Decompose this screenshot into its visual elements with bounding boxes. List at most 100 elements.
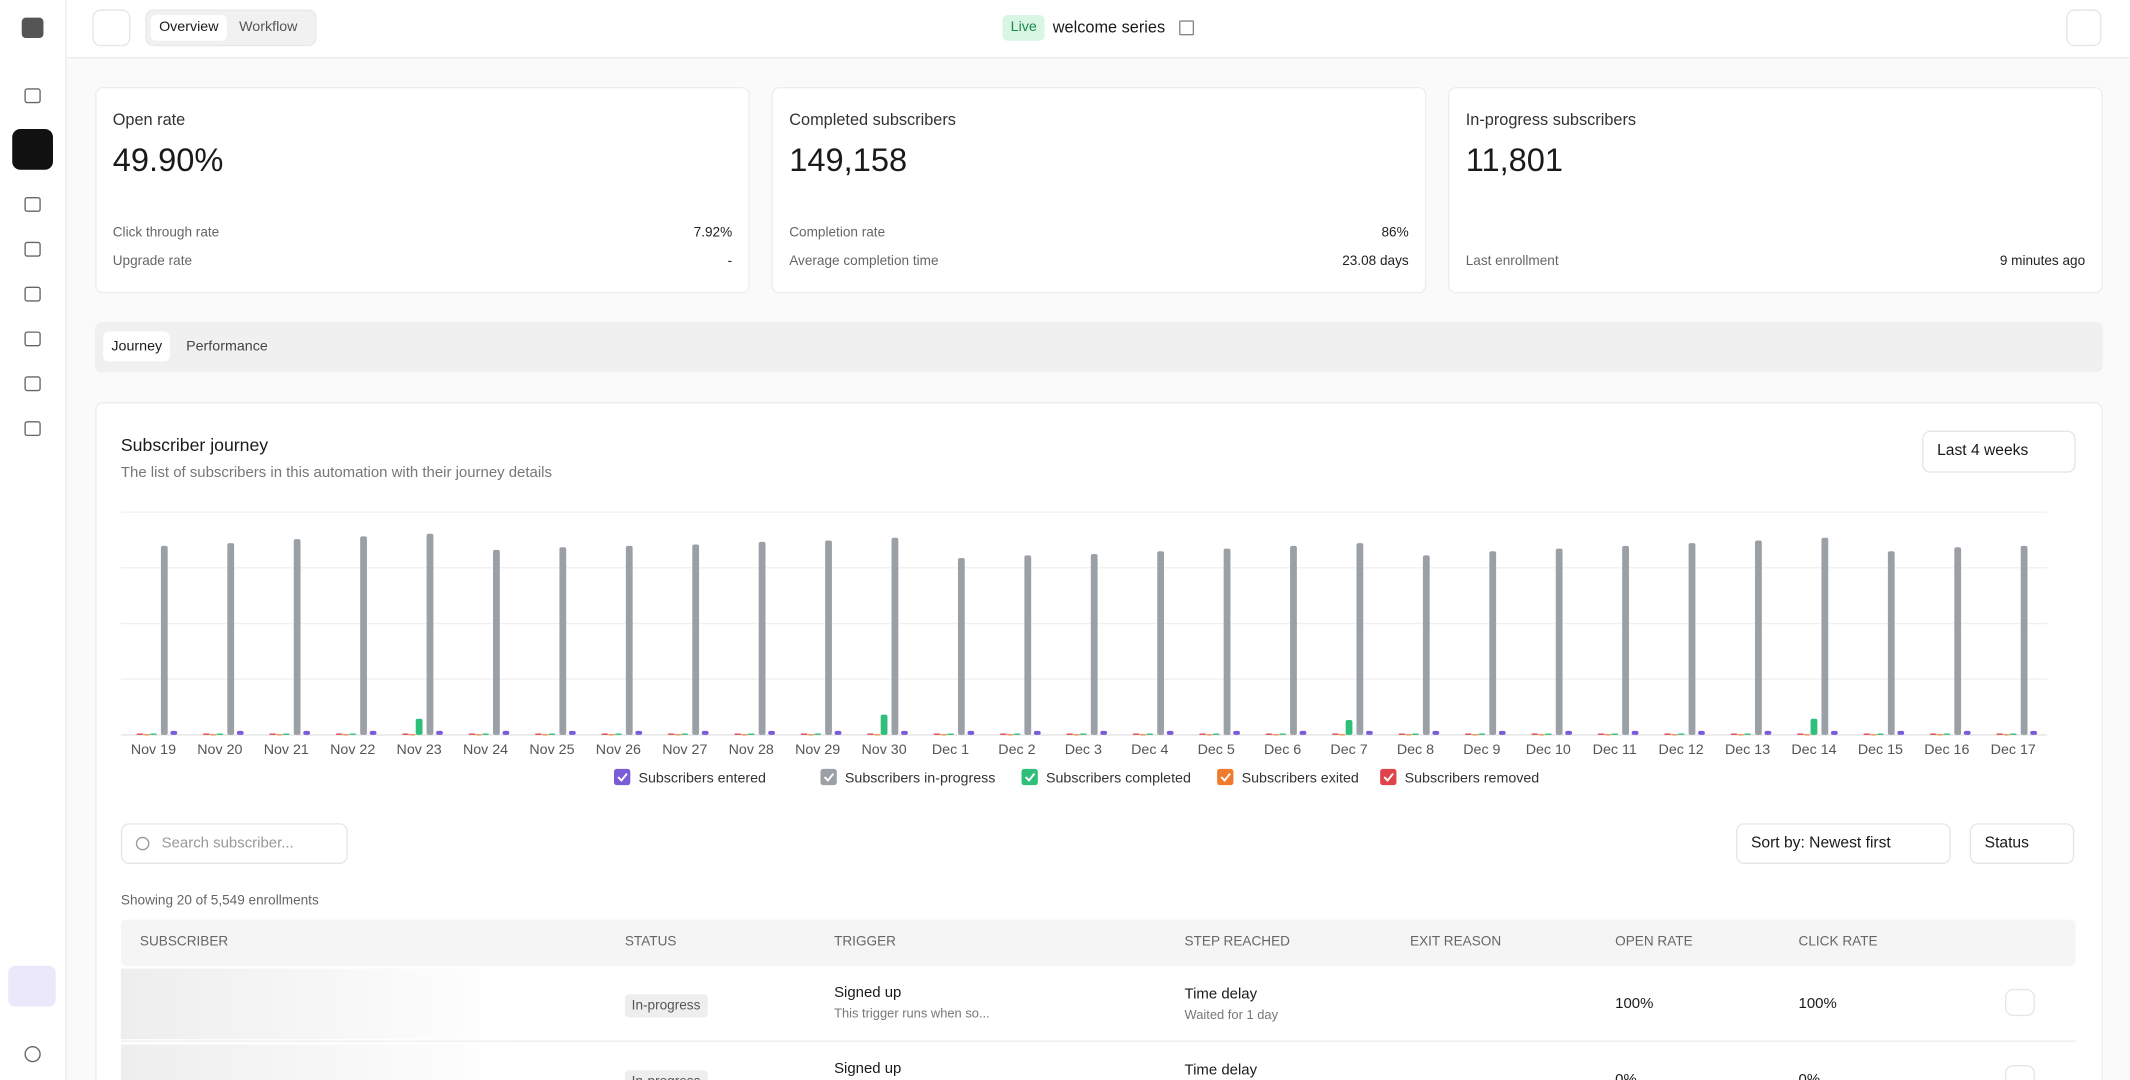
bar <box>1764 730 1772 735</box>
bar <box>901 730 908 735</box>
bar <box>635 730 643 735</box>
bar <box>1810 718 1818 735</box>
nav-icon[interactable] <box>24 421 41 437</box>
nav-icon[interactable] <box>24 196 41 212</box>
bar <box>947 733 954 735</box>
bar <box>1412 733 1419 735</box>
edit-icon[interactable] <box>1179 20 1195 36</box>
tab-active[interactable]: Journey <box>103 331 171 362</box>
bar <box>1223 548 1231 735</box>
tab[interactable]: Workflow <box>239 19 298 36</box>
bar <box>236 730 244 735</box>
bar <box>143 734 151 736</box>
view-tabs: Overview Workflow <box>145 9 317 47</box>
bar <box>1166 730 1174 735</box>
status-filter-label: Status <box>1984 835 2029 852</box>
bar <box>1611 733 1619 735</box>
bar <box>1830 730 1838 735</box>
nav-icon[interactable] <box>24 376 41 392</box>
bar <box>293 539 301 735</box>
row-menu[interactable] <box>2005 988 2035 1017</box>
bar <box>202 733 210 735</box>
bar <box>482 733 489 735</box>
bar <box>1024 555 1032 735</box>
back-button[interactable] <box>92 9 131 47</box>
nav-icon-active[interactable] <box>12 129 53 170</box>
bar <box>1870 734 1878 736</box>
bar <box>681 733 689 735</box>
bar <box>1139 734 1147 736</box>
bar <box>1033 730 1041 735</box>
bar <box>1345 720 1353 735</box>
section-title: Subscriber journey <box>120 434 269 456</box>
bar <box>625 545 633 735</box>
bar <box>1887 551 1895 735</box>
bar <box>1863 733 1871 735</box>
top-bar: Overview Workflow Live welcome series <box>66 0 2130 59</box>
subscriber-blurred <box>120 1044 515 1080</box>
bar <box>1737 734 1745 736</box>
range-dropdown[interactable]: Last 4 weeks <box>1922 430 2076 473</box>
bar <box>335 733 343 735</box>
settings-icon[interactable] <box>24 1045 41 1063</box>
nav-icon[interactable] <box>24 88 41 104</box>
sort-dropdown[interactable]: Sort by: Newest first <box>1736 823 1951 864</box>
bar <box>1489 551 1497 735</box>
status-badge: In-progress <box>624 1070 708 1080</box>
bar <box>734 733 742 735</box>
column-header: EXIT REASON <box>1410 934 1502 950</box>
bar <box>834 730 842 735</box>
nav-icon-plan[interactable] <box>8 965 56 1007</box>
bar <box>1290 545 1297 735</box>
tab[interactable]: Performance <box>186 338 268 355</box>
column-header: TRIGGER <box>834 934 896 950</box>
more-button[interactable] <box>2066 9 2102 47</box>
bar <box>1464 733 1472 735</box>
kpi-detail: Upgrade rate - <box>113 254 732 269</box>
bar <box>2003 734 2010 736</box>
bar <box>227 543 235 735</box>
bar <box>1299 730 1307 735</box>
bar <box>1090 553 1098 735</box>
x-tick-label: Dec 7 <box>1330 742 1367 758</box>
x-tick-label: Dec 4 <box>1131 742 1168 758</box>
x-tick-label: Nov 30 <box>861 742 906 758</box>
subscriber-blurred <box>120 968 515 1040</box>
x-tick-label: Nov 26 <box>596 742 641 758</box>
legend-label: Subscribers exited <box>1242 770 1359 786</box>
tab-active[interactable]: Overview <box>150 14 227 41</box>
nav-icon[interactable] <box>24 286 41 302</box>
x-tick-label: Nov 22 <box>330 742 375 758</box>
section-tabs: Journey Performance <box>95 321 2103 373</box>
bar <box>1538 734 1545 736</box>
bar <box>747 733 755 735</box>
legend-check <box>1383 773 1394 782</box>
legend-label: Subscribers removed <box>1405 770 1540 786</box>
journey-card: Subscriber journey The list of subscribe… <box>95 402 2103 1080</box>
status-badge: Live <box>1002 14 1045 41</box>
bar <box>1664 733 1671 735</box>
sort-label: Sort by: Newest first <box>1751 835 1891 852</box>
status-filter[interactable]: Status <box>1969 823 2075 864</box>
nav-icon[interactable] <box>24 241 41 257</box>
x-tick-label: Dec 5 <box>1198 742 1235 758</box>
bar <box>1079 733 1087 735</box>
kpi-detail: Completion rate 86% <box>789 225 1408 240</box>
kpi-detail-label: Average completion time <box>789 254 939 269</box>
bar <box>1963 730 1971 735</box>
bar <box>1338 734 1346 736</box>
bar <box>282 733 290 735</box>
kpi-detail: Click through rate 7.92% <box>113 225 732 240</box>
bar <box>1006 734 1014 736</box>
x-tick-label: Dec 16 <box>1924 742 1969 758</box>
section-subtitle: The list of subscribers in this automati… <box>120 464 552 481</box>
bar <box>1422 555 1430 735</box>
row-menu[interactable] <box>2005 1064 2035 1080</box>
search-box[interactable]: Search subscriber... <box>120 823 348 864</box>
column-header: CLICK RATE <box>1798 934 1878 950</box>
bar <box>608 734 615 736</box>
bar <box>999 733 1007 735</box>
nav-icon[interactable] <box>24 331 41 347</box>
